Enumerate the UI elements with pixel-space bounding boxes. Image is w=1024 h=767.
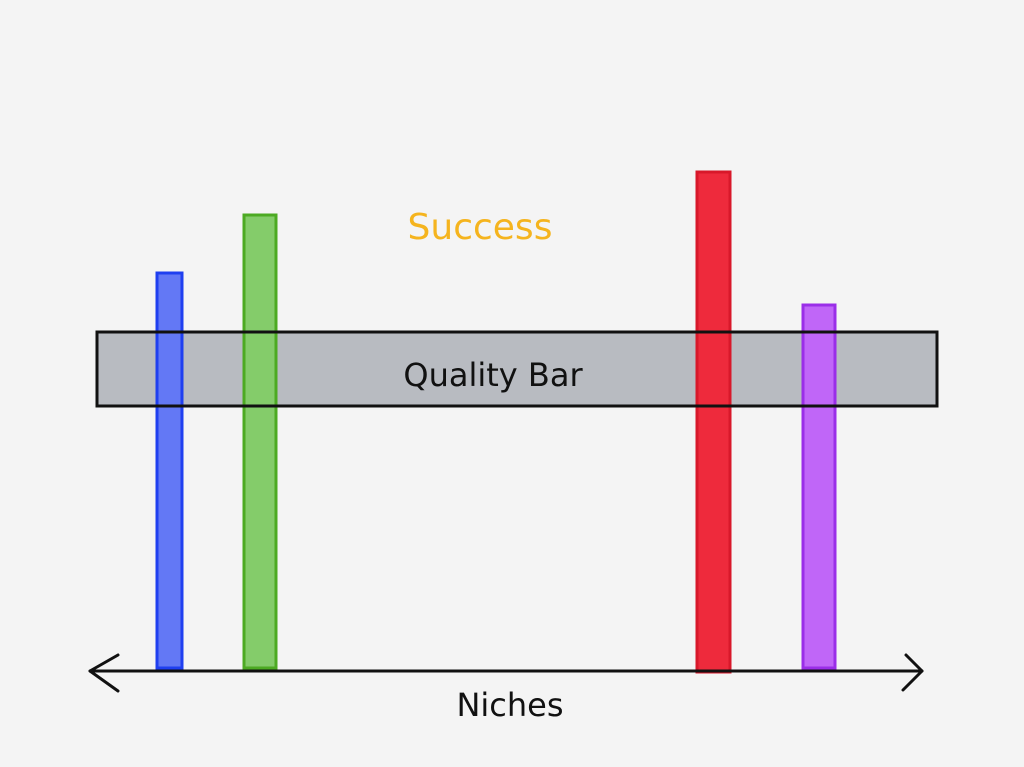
niches-axis — [88, 653, 924, 693]
quality-bar-outline — [95, 330, 939, 408]
niche-bar-green — [242, 213, 278, 670]
niche-bar-blue — [155, 271, 184, 670]
quality-bar-fill — [97, 332, 937, 406]
quality-bar-label: Quality Bar — [403, 356, 583, 394]
arrow-right — [901, 653, 924, 692]
niche-bar-red — [695, 170, 732, 674]
arrow-left — [88, 653, 120, 693]
success-label: Success — [408, 207, 553, 248]
axis-label: Niches — [456, 686, 563, 724]
niche-bar-purple — [801, 303, 837, 670]
